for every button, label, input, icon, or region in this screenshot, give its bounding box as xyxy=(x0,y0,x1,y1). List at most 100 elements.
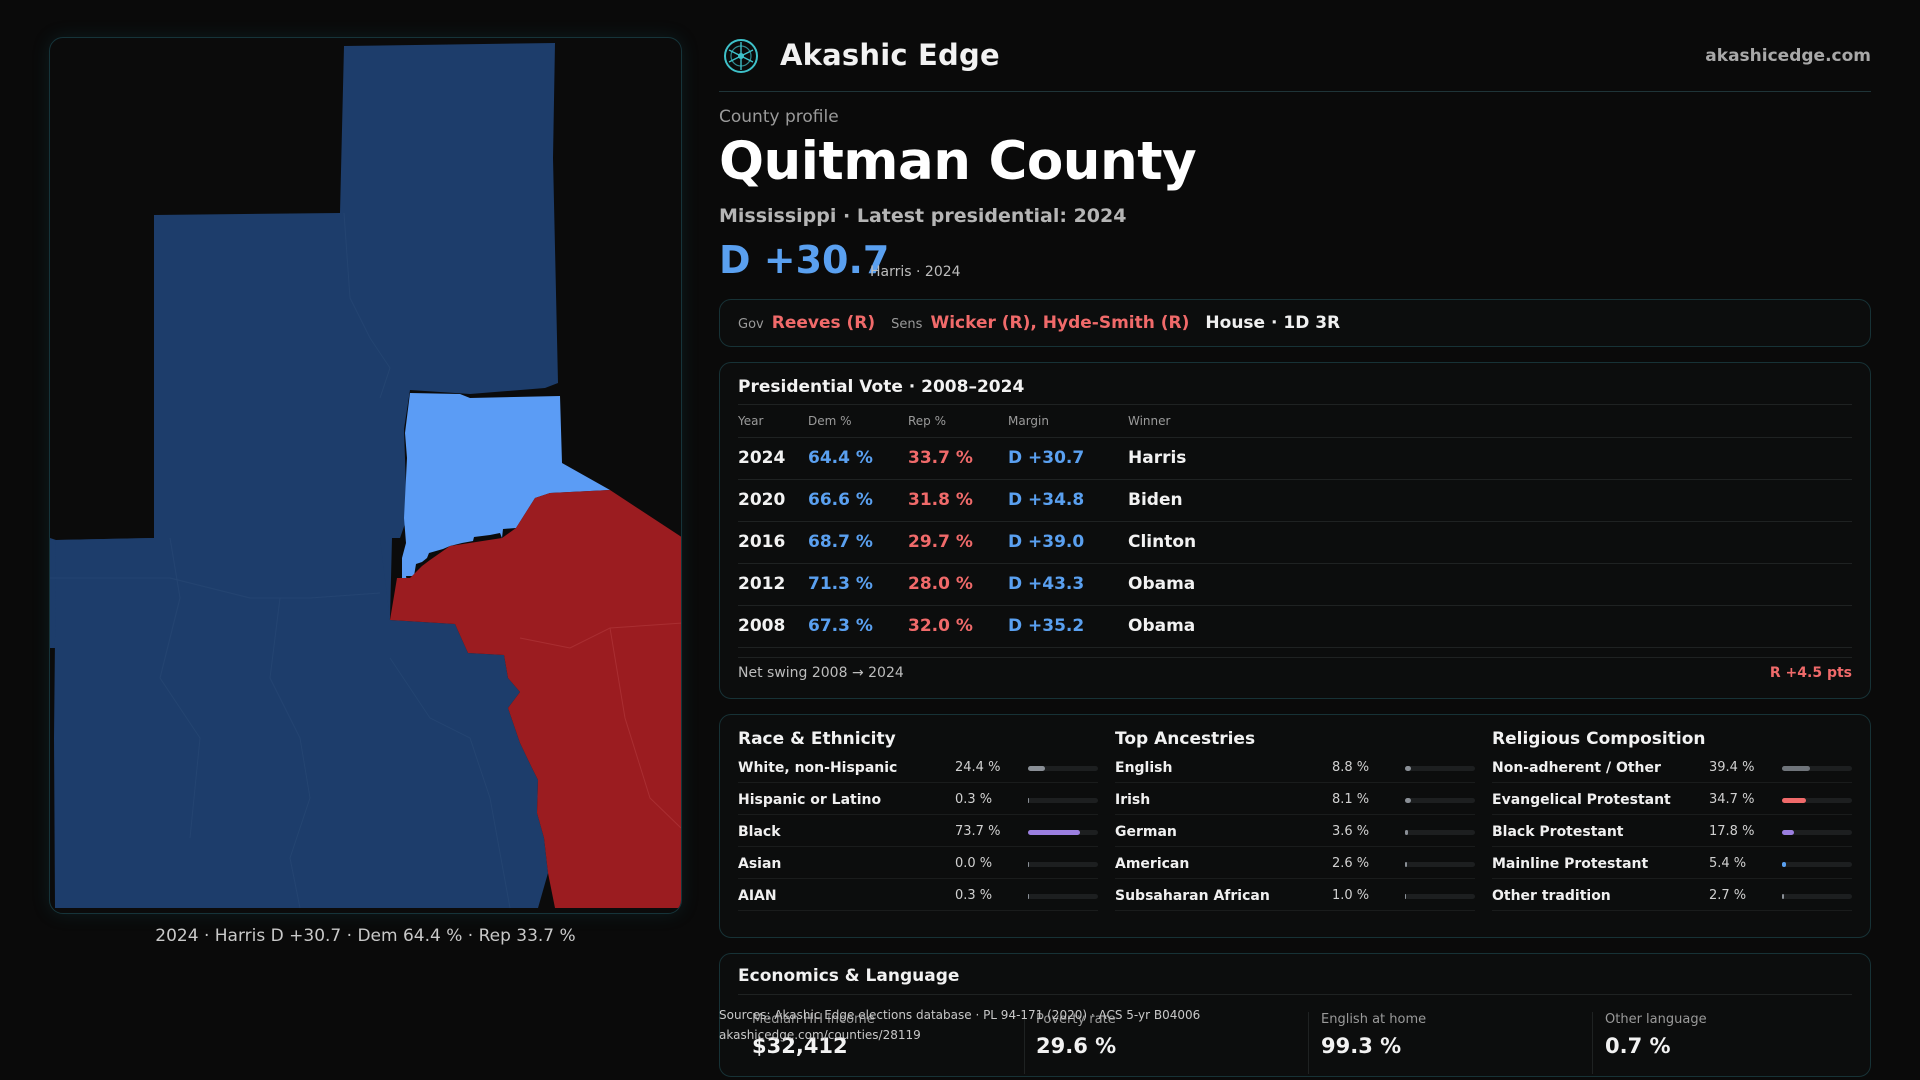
cell-year: 2020 xyxy=(738,479,808,522)
col-winner: Winner xyxy=(1128,405,1852,438)
religion-row[interactable]: Evangelical Protestant 34.7 % xyxy=(1492,783,1852,815)
headline-margin: D +30.7 xyxy=(719,238,890,282)
race-label: White, non-Hispanic xyxy=(738,760,898,776)
cell-margin: D +35.2 xyxy=(1008,605,1128,648)
race-label: Asian xyxy=(738,856,782,872)
brand-name[interactable]: Akashic Edge xyxy=(780,38,1000,72)
religion-title: Religious Composition xyxy=(1492,729,1706,749)
econ-value: 29.6 % xyxy=(1036,1034,1117,1058)
precinct-south-dem[interactable] xyxy=(54,538,548,908)
col-dem: Dem % xyxy=(808,405,908,438)
table-row[interactable]: 2016 68.7 % 29.7 % D +39.0 Clinton xyxy=(738,521,1852,564)
county-map-svg xyxy=(50,43,682,909)
religion-label: Evangelical Protestant xyxy=(1492,792,1671,808)
econ-separator xyxy=(1592,1012,1593,1074)
cell-margin: D +39.0 xyxy=(1008,521,1128,564)
cell-rep: 28.0 % xyxy=(908,563,1008,606)
econ-english-home: English at home 99.3 % xyxy=(1305,1012,1575,1072)
table-row[interactable]: 2020 66.6 % 31.8 % D +34.8 Biden xyxy=(738,479,1852,522)
race-value: 0.0 % xyxy=(955,856,993,871)
gov-label: Gov xyxy=(738,317,764,332)
cell-winner: Clinton xyxy=(1128,521,1852,564)
religion-bar-track xyxy=(1782,766,1852,771)
ancestry-value: 1.0 % xyxy=(1332,888,1370,903)
site-link[interactable]: akashicedge.com xyxy=(1705,46,1871,66)
religion-value: 39.4 % xyxy=(1709,760,1755,775)
religion-bar-track xyxy=(1782,798,1852,803)
religion-label: Other tradition xyxy=(1492,888,1611,904)
economics-title: Economics & Language xyxy=(738,966,960,986)
ancestry-bar-track xyxy=(1405,894,1475,899)
sources-line: Sources: Akashic Edge elections database… xyxy=(719,1008,1201,1022)
rep-precinct-boundaries xyxy=(519,622,681,829)
ancestry-label: Irish xyxy=(1115,792,1151,808)
table-header-row: Year Dem % Rep % Margin Winner xyxy=(738,405,1852,438)
akashic-logo-icon[interactable] xyxy=(723,38,759,74)
county-map[interactable] xyxy=(49,37,682,914)
religion-bar-track xyxy=(1782,862,1852,867)
religion-bar-fill xyxy=(1782,798,1807,803)
econ-label: English at home xyxy=(1321,1012,1427,1027)
ancestry-row[interactable]: English 8.8 % xyxy=(1115,751,1475,783)
officials-card: Gov Reeves (R) Sens Wicker (R), Hyde-Smith … xyxy=(719,299,1871,347)
presidential-table: Year Dem % Rep % Margin Winner 2024 64.4 … xyxy=(738,405,1852,648)
presidential-title: Presidential Vote · 2008–2024 xyxy=(738,377,1025,397)
race-bar-track xyxy=(1028,830,1098,835)
race-value: 0.3 % xyxy=(955,888,993,903)
col-margin: Margin xyxy=(1008,405,1128,438)
race-section: Race & Ethnicity White, non-Hispanic 24.4… xyxy=(738,715,1098,939)
table-row[interactable]: 2012 71.3 % 28.0 % D +43.3 Obama xyxy=(738,563,1852,606)
race-row[interactable]: Asian 0.0 % xyxy=(738,847,1098,879)
ancestry-value: 2.6 % xyxy=(1332,856,1370,871)
econ-other-language: Other language 0.7 % xyxy=(1589,1012,1859,1072)
cell-dem: 64.4 % xyxy=(808,437,908,480)
cell-winner: Harris xyxy=(1128,437,1852,480)
religion-value: 5.4 % xyxy=(1709,856,1747,871)
race-row[interactable]: Black 73.7 % xyxy=(738,815,1098,847)
ancestry-bar-track xyxy=(1405,862,1475,867)
ancestry-bar-track xyxy=(1405,766,1475,771)
table-row[interactable]: 2008 67.3 % 32.0 % D +35.2 Obama xyxy=(738,605,1852,648)
race-label: Black xyxy=(738,824,781,840)
religion-row[interactable]: Mainline Protestant 5.4 % xyxy=(1492,847,1852,879)
cell-rep: 33.7 % xyxy=(908,437,1008,480)
divider xyxy=(738,657,1852,658)
religion-row[interactable]: Black Protestant 17.8 % xyxy=(1492,815,1852,847)
race-row[interactable]: White, non-Hispanic 24.4 % xyxy=(738,751,1098,783)
precinct-north-dem[interactable] xyxy=(50,43,558,648)
religion-bar-fill xyxy=(1782,862,1786,867)
cell-rep: 29.7 % xyxy=(908,521,1008,564)
cell-margin: D +30.7 xyxy=(1008,437,1128,480)
ancestry-value: 8.1 % xyxy=(1332,792,1370,807)
cell-margin: D +34.8 xyxy=(1008,479,1128,522)
table-row[interactable]: 2024 64.4 % 33.7 % D +30.7 Harris xyxy=(738,437,1852,480)
ancestry-bar-track xyxy=(1405,830,1475,835)
ancestry-row[interactable]: Irish 8.1 % xyxy=(1115,783,1475,815)
religion-row[interactable]: Other tradition 2.7 % xyxy=(1492,879,1852,911)
race-row[interactable]: Hispanic or Latino 0.3 % xyxy=(738,783,1098,815)
ancestry-label: English xyxy=(1115,760,1173,776)
race-row[interactable]: AIAN 0.3 % xyxy=(738,879,1098,911)
ancestry-row[interactable]: American 2.6 % xyxy=(1115,847,1475,879)
ancestry-row[interactable]: Subsaharan African 1.0 % xyxy=(1115,879,1475,911)
religion-row[interactable]: Non-adherent / Other 39.4 % xyxy=(1492,751,1852,783)
cell-year: 2024 xyxy=(738,437,808,480)
divider xyxy=(738,404,1852,405)
cell-dem: 68.7 % xyxy=(808,521,908,564)
house-delegation: House · 1D 3R xyxy=(1205,313,1341,333)
ancestry-bar-track xyxy=(1405,798,1475,803)
religion-value: 17.8 % xyxy=(1709,824,1755,839)
source-url-link[interactable]: akashicedge.com/counties/28119 xyxy=(719,1028,921,1042)
ancestry-label: German xyxy=(1115,824,1177,840)
precinct-east-rep[interactable] xyxy=(390,490,682,908)
ancestry-row[interactable]: German 3.6 % xyxy=(1115,815,1475,847)
precinct-central-lean-dem[interactable] xyxy=(402,393,610,583)
cell-year: 2012 xyxy=(738,563,808,606)
religion-label: Black Protestant xyxy=(1492,824,1624,840)
cell-winner: Biden xyxy=(1128,479,1852,522)
religion-bar-fill xyxy=(1782,830,1795,835)
religion-bar-fill xyxy=(1782,894,1784,899)
econ-label: Poverty rate xyxy=(1036,1012,1116,1027)
demographics-card: Race & Ethnicity White, non-Hispanic 24.4… xyxy=(719,714,1871,938)
ancestry-label: Subsaharan African xyxy=(1115,888,1270,904)
